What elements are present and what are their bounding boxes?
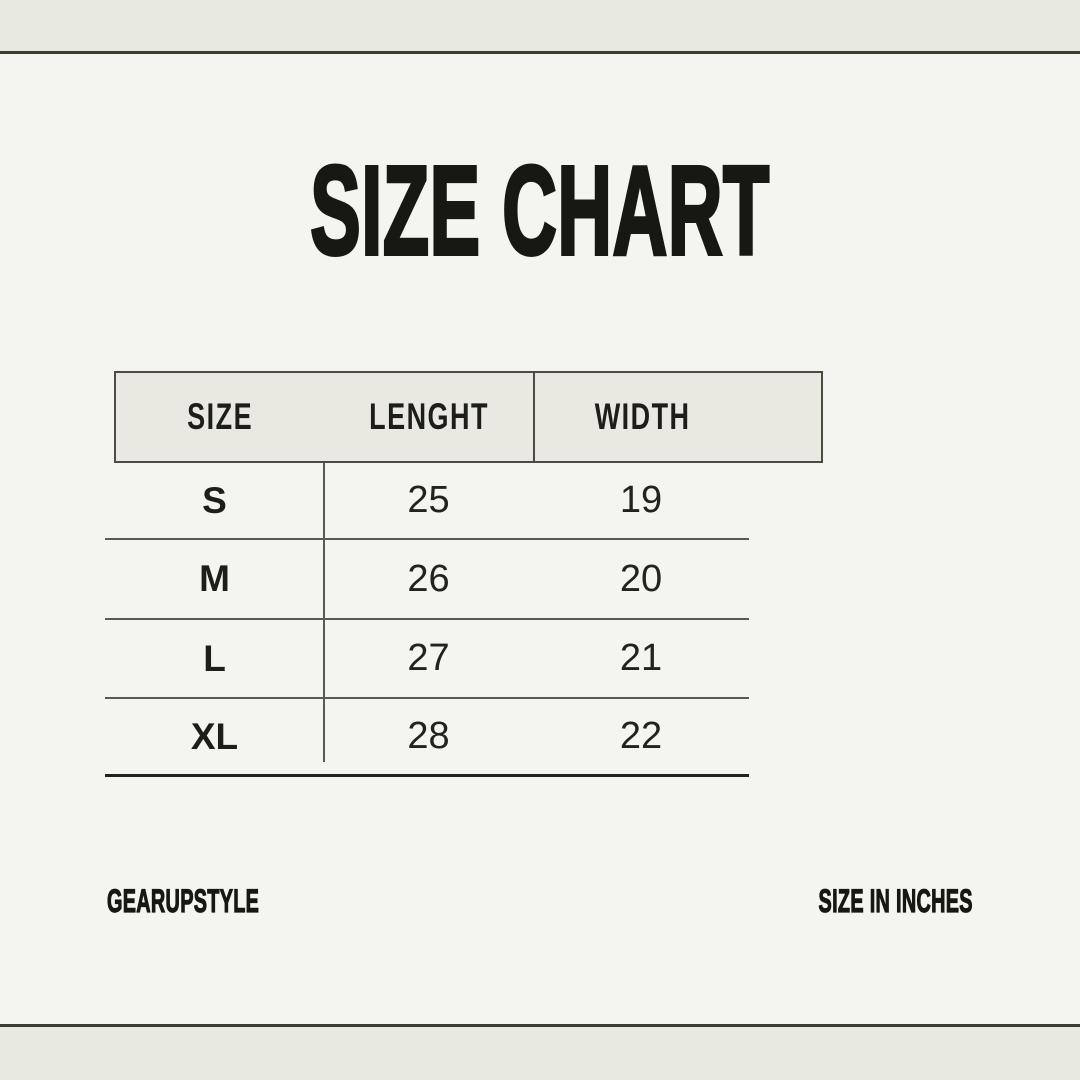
table-row-l: L 27 21 <box>105 620 749 699</box>
top-band <box>0 0 1080 54</box>
header-label-width: WIDTH <box>595 396 691 437</box>
table-row-m: M 26 20 <box>105 540 749 620</box>
size-column-divider <box>323 463 325 762</box>
header-label-size: SIZE <box>187 396 254 437</box>
size-cell: M <box>199 558 230 599</box>
width-cell: 22 <box>619 715 663 757</box>
size-cell: L <box>203 637 226 679</box>
header-cell-length: LENGHT <box>325 373 533 461</box>
width-cell: 21 <box>619 637 663 679</box>
size-cell: XL <box>190 715 239 757</box>
bottom-band <box>0 1024 1080 1080</box>
brand-label: GEARUPSTYLE <box>107 882 260 919</box>
header-spacer <box>751 373 821 461</box>
size-table-header: SIZE LENGHT WIDTH <box>114 371 823 463</box>
length-cell: 26 <box>407 557 450 600</box>
table-row-s: S 25 19 <box>105 463 749 540</box>
length-cell: 27 <box>407 637 450 679</box>
width-cell: 19 <box>619 479 663 521</box>
length-cell: 28 <box>407 715 450 757</box>
length-cell: 25 <box>407 479 450 521</box>
size-unit-label: SIZE IN INCHES <box>818 882 973 919</box>
header-cell-width: WIDTH <box>533 373 751 461</box>
width-cell: 20 <box>619 557 663 600</box>
header-cell-size: SIZE <box>116 373 325 461</box>
page-title: SIZE CHART <box>309 140 770 281</box>
size-cell: S <box>202 479 227 521</box>
header-label-length: LENGHT <box>369 396 489 437</box>
table-row-xl: XL 28 22 <box>105 699 749 777</box>
title-container: SIZE CHART <box>0 140 1080 281</box>
